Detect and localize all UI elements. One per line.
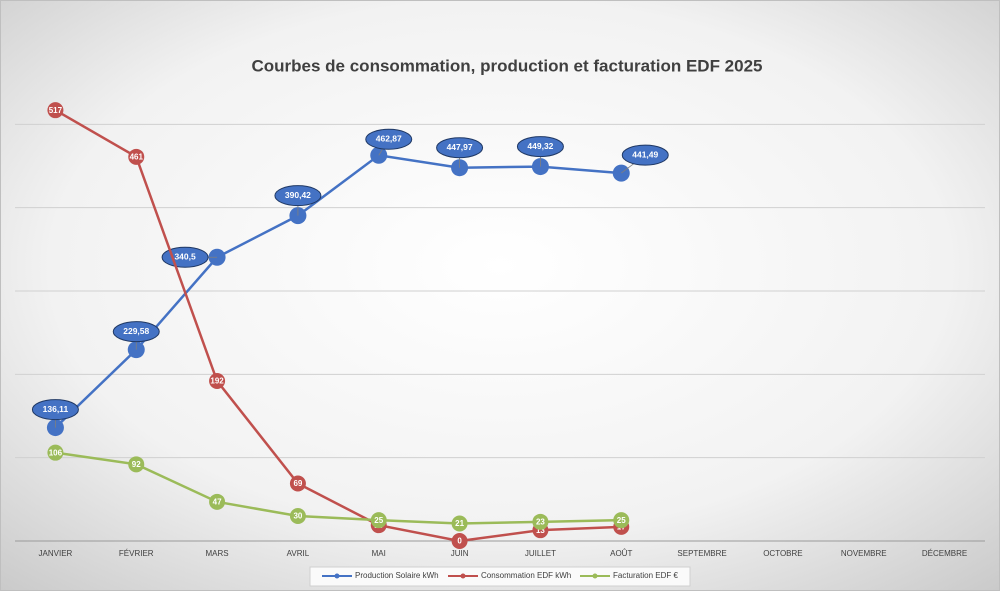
legend-marker bbox=[592, 573, 598, 579]
data-point bbox=[289, 475, 306, 492]
x-tick-label: JUIN bbox=[451, 549, 469, 558]
data-label: 340,5 bbox=[174, 252, 196, 262]
legend-marker bbox=[460, 573, 466, 579]
data-point bbox=[128, 148, 145, 165]
legend-marker bbox=[334, 573, 340, 579]
data-label: 21 bbox=[455, 519, 464, 528]
data-label: 462,87 bbox=[376, 134, 402, 144]
data-point bbox=[451, 515, 468, 532]
data-point bbox=[209, 373, 226, 389]
data-point bbox=[289, 508, 306, 524]
chart-title: Courbes de consommation, production et f… bbox=[251, 56, 762, 75]
x-tick-label: OCTOBRE bbox=[763, 549, 802, 558]
legend-box bbox=[309, 566, 691, 587]
data-point bbox=[613, 512, 630, 529]
data-point bbox=[47, 444, 64, 461]
data-point bbox=[47, 102, 64, 119]
data-label: 192 bbox=[210, 377, 224, 386]
x-tick-label: DÉCEMBRE bbox=[922, 549, 967, 558]
data-label-bubble bbox=[516, 136, 564, 158]
legend-label: Consommation EDF kWh bbox=[481, 571, 571, 580]
legend-label: Facturation EDF € bbox=[613, 571, 678, 580]
data-label: 441,49 bbox=[632, 149, 658, 159]
x-tick-label: JANVIER bbox=[39, 549, 73, 558]
x-tick-label: AVRIL bbox=[287, 549, 310, 558]
data-label: 25 bbox=[374, 516, 383, 525]
data-label-bubble bbox=[436, 137, 484, 159]
series-line bbox=[54, 109, 622, 543]
series-line bbox=[55, 451, 622, 525]
data-label: 517 bbox=[49, 106, 63, 115]
data-label: 136,11 bbox=[43, 404, 69, 414]
data-point bbox=[451, 533, 468, 549]
data-label: 92 bbox=[132, 460, 141, 469]
data-point bbox=[532, 513, 549, 530]
data-point bbox=[128, 456, 145, 473]
x-tick-label: NOVEMBRE bbox=[841, 549, 887, 558]
data-label: 47 bbox=[213, 497, 222, 506]
x-tick-label: FÉVRIER bbox=[119, 549, 154, 558]
x-tick-label: MAI bbox=[372, 549, 386, 558]
data-label: 30 bbox=[293, 512, 302, 521]
x-tick-label: AOÛT bbox=[610, 549, 632, 558]
x-tick-label: JUILLET bbox=[525, 549, 556, 558]
data-label-bubble bbox=[112, 321, 160, 343]
x-tick-label: MARS bbox=[206, 549, 229, 558]
x-tick-label: SEPTEMBRE bbox=[677, 549, 726, 558]
data-label: 106 bbox=[49, 448, 63, 457]
data-point bbox=[209, 493, 226, 510]
data-label: 461 bbox=[130, 152, 144, 161]
data-label: 69 bbox=[293, 479, 302, 488]
data-label: 13 bbox=[536, 526, 545, 535]
data-label-bubble bbox=[31, 399, 79, 421]
data-label: 25 bbox=[617, 516, 626, 525]
data-label: 23 bbox=[536, 517, 545, 526]
data-label-bubble bbox=[274, 185, 322, 207]
data-label-bubble bbox=[621, 144, 669, 166]
data-label-bubble bbox=[365, 128, 413, 150]
legend-label: Production Solaire kWh bbox=[355, 571, 439, 580]
data-label: 447,97 bbox=[447, 142, 473, 152]
data-label: 449,32 bbox=[527, 141, 553, 151]
data-point bbox=[370, 512, 387, 529]
data-label: 229,58 bbox=[123, 326, 149, 336]
data-label: 0 bbox=[457, 537, 462, 546]
data-label: 390,42 bbox=[285, 190, 311, 200]
